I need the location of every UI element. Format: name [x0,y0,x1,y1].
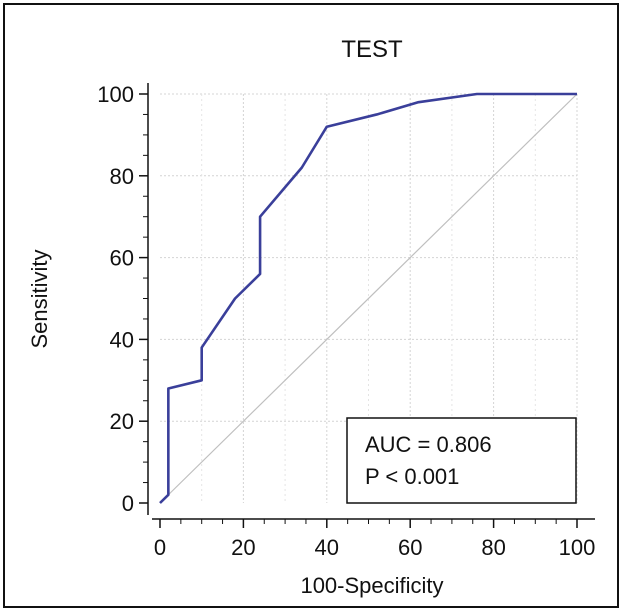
y-tick-label: 60 [110,246,134,271]
annotation-auc: AUC = 0.806 [365,432,492,457]
annotation-box: AUC = 0.806 P < 0.001 [346,417,577,504]
axes [139,83,595,528]
y-tick-label: 20 [110,409,134,434]
x-tick-label: 60 [398,535,422,560]
chart-frame: 0 20 40 60 80 100 0 20 40 60 80 100 TEST 100-Specif… [3,3,619,608]
x-tick-label: 80 [481,535,505,560]
y-tick-label: 40 [110,327,134,352]
tick-labels: 0 20 40 60 80 100 0 20 40 60 80 100 [97,82,595,560]
reference-diagonal-line [159,93,578,504]
roc-curve-layer [159,92,577,504]
roc-chart: 0 20 40 60 80 100 0 20 40 60 80 100 TEST 100-Specif… [27,36,595,598]
x-tick-label: 20 [231,535,255,560]
y-axis-label: Sensitivity [27,249,52,348]
annotation-border [346,417,577,504]
x-tick-label: 40 [315,535,339,560]
x-tick-label: 0 [154,535,166,560]
annotation-p-value: P < 0.001 [365,464,459,489]
x-tick-label: 100 [559,535,596,560]
y-tick-label: 100 [97,82,134,107]
reference-line-layer [159,93,578,504]
y-tick-label: 0 [122,491,134,516]
x-axis-label: 100-Specificity [300,573,443,598]
y-tick-label: 80 [110,164,134,189]
roc-curve-line [159,92,577,504]
chart-title: TEST [341,36,403,63]
